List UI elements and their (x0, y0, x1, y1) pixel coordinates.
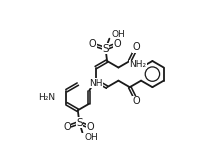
Text: H₂N: H₂N (39, 93, 56, 102)
Text: O: O (86, 122, 94, 132)
Text: NH₂: NH₂ (129, 60, 146, 69)
Text: O: O (89, 39, 96, 49)
Text: O: O (113, 39, 121, 49)
Text: S: S (76, 118, 83, 128)
Text: O: O (63, 122, 71, 132)
Text: NH: NH (90, 79, 103, 88)
Text: O: O (133, 96, 140, 106)
Text: O: O (133, 42, 140, 52)
Text: S: S (102, 44, 109, 54)
Text: OH: OH (85, 133, 99, 142)
Text: OH: OH (112, 30, 125, 39)
